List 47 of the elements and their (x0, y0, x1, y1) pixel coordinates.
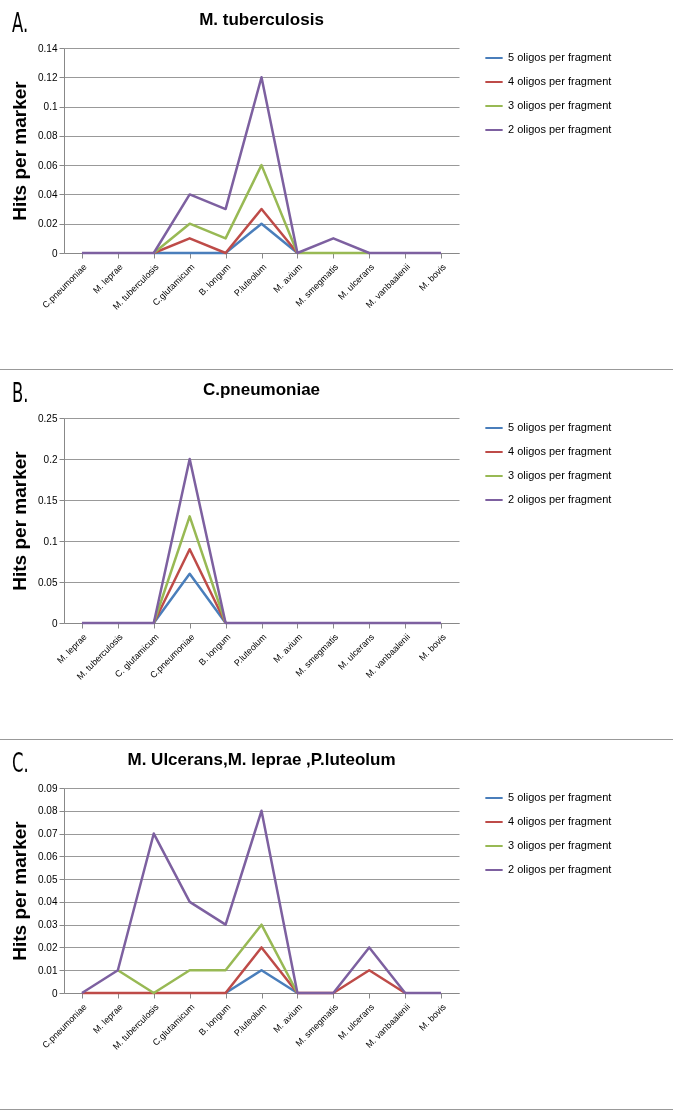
y-tick-label: 0.12 (38, 71, 58, 83)
y-tick-label: 0 (51, 617, 58, 629)
legend-label: 2 oligos per fragment (508, 863, 612, 875)
y-tick-label: 0.02 (38, 218, 58, 230)
legend-label: 2 oligos per fragment (508, 123, 612, 135)
text: A. (12, 8, 29, 38)
text: C. (12, 748, 29, 778)
y-tick-label: 0.03 (38, 919, 58, 931)
y-axis-title: Hits per marker (9, 450, 31, 591)
y-tick-label: 0.1 (43, 535, 58, 547)
legend-label: 5 oligos per fragment (508, 421, 612, 433)
line-series (80, 809, 443, 995)
y-tick-label: 0.14 (38, 42, 58, 54)
y-tick-label: 0.25 (38, 412, 58, 424)
y-tick-label: 0.15 (38, 494, 58, 506)
y-tick-label: 0 (51, 987, 58, 999)
y-tick-label: 0.08 (38, 130, 58, 142)
y-tick-label: 0.05 (38, 873, 58, 885)
line-series (80, 76, 443, 255)
legend-label: 3 oligos per fragment (508, 839, 612, 851)
y-tick-label: 0.02 (38, 941, 58, 953)
y-tick-label: 0.04 (38, 896, 58, 908)
y-tick-label: 0.09 (38, 782, 58, 794)
chart-title: C.pneumoniae (202, 380, 321, 399)
text: B. (12, 378, 29, 408)
y-axis-title: Hits per marker (9, 820, 31, 961)
y-tick-label: 0.05 (38, 576, 58, 588)
y-tick-label: 0.2 (43, 453, 58, 465)
y-tick-label: 0 (51, 247, 58, 259)
legend-label: 5 oligos per fragment (508, 791, 612, 803)
legend-label: 4 oligos per fragment (508, 815, 612, 827)
y-tick-label: 0.07 (38, 828, 58, 840)
y-tick-label: 0.06 (38, 159, 58, 171)
legend-label: 2 oligos per fragment (508, 493, 612, 505)
chart-title: M. Ulcerans,M. leprae ,P.luteolum (127, 750, 396, 769)
y-tick-label: 0.1 (43, 101, 58, 113)
legend-label: 5 oligos per fragment (508, 51, 612, 63)
y-tick-label: 0.01 (38, 964, 58, 976)
y-axis-title: Hits per marker (9, 80, 31, 221)
legend-label: 4 oligos per fragment (508, 75, 612, 87)
legend-label: 3 oligos per fragment (508, 469, 612, 481)
chart-title: M. tuberculosis (199, 10, 324, 29)
y-tick-label: 0.06 (38, 850, 58, 862)
legend-label: 3 oligos per fragment (508, 99, 612, 111)
y-tick-label: 0.08 (38, 805, 58, 817)
y-tick-label: 0.04 (38, 188, 58, 200)
legend-label: 4 oligos per fragment (508, 445, 612, 457)
